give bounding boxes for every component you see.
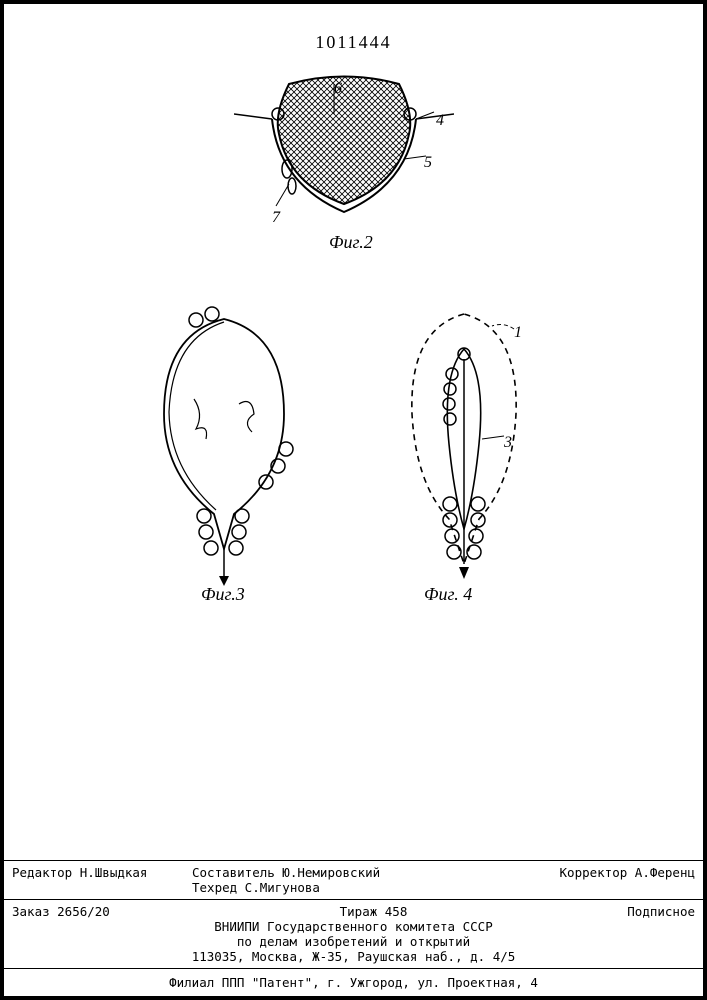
- figure-3: [134, 304, 314, 594]
- callout-6: 6: [334, 80, 342, 98]
- figure-2: [234, 74, 454, 234]
- fig2-label: Фиг.2: [329, 232, 373, 253]
- patent-number: 1011444: [315, 32, 391, 53]
- org-line1: ВНИИПИ Государственного комитета СССР: [12, 919, 695, 934]
- callout-4: 4: [436, 112, 444, 130]
- techred: Техред С.Мигунова: [192, 880, 392, 895]
- footer-org: Заказ 2656/20 Тираж 458 Подписное ВНИИПИ…: [4, 900, 703, 969]
- patent-page: 1011444 6 4 5 7 Фиг.2: [0, 0, 707, 1000]
- fig4-label: Фиг. 4: [424, 584, 472, 605]
- editor: Редактор Н.Швыдкая: [12, 865, 192, 895]
- callout-1: 1: [514, 324, 522, 342]
- callout-5: 5: [424, 154, 432, 172]
- callout-7: 7: [272, 209, 280, 227]
- footer-credits: Редактор Н.Швыдкая Составитель Ю.Немиров…: [4, 860, 703, 900]
- footer-filial: Филиал ППП "Патент", г. Ужгород, ул. Про…: [4, 969, 703, 996]
- footer-block: Редактор Н.Швыдкая Составитель Ю.Немиров…: [4, 860, 703, 996]
- fig3-label: Фиг.3: [201, 584, 245, 605]
- order-number: Заказ 2656/20: [12, 904, 192, 919]
- org-line2: по делам изобретений и открытий: [12, 934, 695, 949]
- org-line3: 113035, Москва, Ж-35, Раушская наб., д. …: [12, 949, 695, 964]
- tirazh: Тираж 458: [192, 904, 555, 919]
- figure-4: [374, 304, 554, 594]
- podpisnoe: Подписное: [555, 904, 695, 919]
- compiler: Составитель Ю.Немировский: [192, 865, 392, 880]
- callout-3: 3: [504, 434, 512, 452]
- corrector: Корректор А.Ференц: [392, 865, 695, 895]
